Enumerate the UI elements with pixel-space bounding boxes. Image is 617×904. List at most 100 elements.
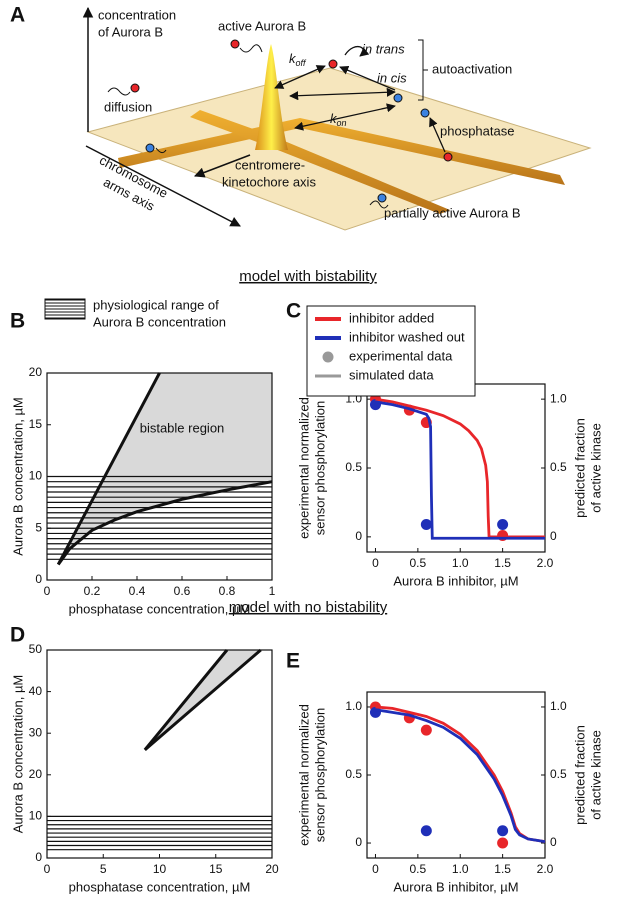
x-tick-label: 5 — [100, 862, 107, 876]
y-tick-label: 50 — [29, 642, 43, 656]
dot — [443, 152, 453, 162]
y-tick-label: 20 — [29, 365, 43, 379]
arrow — [339, 65, 396, 91]
section-heading: model with bistability — [239, 268, 377, 285]
y-axis-label: sensor phosphorylation — [312, 708, 327, 842]
y-tick-label: 15 — [29, 417, 43, 431]
y-tick-label: 20 — [29, 767, 43, 781]
y-axis-label: experimental normalized — [296, 397, 311, 539]
bracket — [418, 39, 428, 101]
y2-tick-label: 0.5 — [550, 460, 567, 474]
legend-text: Aurora B concentration — [93, 314, 226, 329]
data-point — [497, 518, 509, 530]
y-tick-label: 5 — [35, 520, 42, 534]
series-line — [375, 705, 546, 844]
dot — [328, 59, 338, 69]
y-tick-label: 0 — [35, 850, 42, 864]
arrow — [289, 87, 396, 101]
x-tick-label: 2.0 — [537, 862, 554, 876]
axis-arrow — [194, 154, 251, 178]
dot — [130, 83, 140, 93]
panel-label: E — [286, 650, 300, 673]
axis-label: kinetochore axis — [222, 174, 316, 189]
dot — [420, 108, 430, 118]
x-tick-label: 1 — [269, 584, 276, 598]
y-tick-label: 40 — [29, 684, 43, 698]
annotation: phosphatase — [440, 123, 514, 138]
panel-label: A — [10, 4, 25, 27]
y-tick-label: 1.0 — [345, 699, 362, 713]
x-tick-label: 0.8 — [219, 584, 236, 598]
x-tick-label: 0.4 — [129, 584, 146, 598]
data-point — [420, 724, 432, 736]
x-axis-label: Aurora B inhibitor, µM — [393, 573, 518, 588]
region-fill — [58, 373, 272, 565]
series-line — [375, 400, 545, 540]
ridge — [118, 118, 565, 185]
axis-label: centromere- — [235, 157, 305, 172]
legend-swatch — [322, 351, 334, 363]
boundary-curve — [56, 372, 161, 566]
series-line — [375, 708, 546, 844]
x-tick-label: 0 — [44, 584, 51, 598]
ridge — [190, 110, 450, 214]
y-tick-label: 10 — [29, 469, 43, 483]
legend-text: inhibitor washed out — [349, 329, 465, 344]
arrow — [294, 103, 396, 131]
wiggle — [107, 87, 131, 96]
y-tick-label: 0.5 — [345, 460, 362, 474]
data-point — [420, 518, 432, 530]
rate-label: koff — [289, 51, 307, 68]
y2-tick-label: 1.0 — [550, 699, 567, 713]
legend-text: experimental data — [349, 348, 453, 363]
rate-subscript: off — [296, 58, 308, 68]
data-point — [497, 825, 509, 837]
x-axis-label: phosphatase concentration, µM — [69, 879, 251, 894]
dot — [393, 93, 403, 103]
panel-a: A concentration of Aurora B active Auror… — [10, 4, 592, 231]
x-tick-label: 1.5 — [494, 862, 511, 876]
x-tick-label: 1.0 — [452, 862, 469, 876]
y2-axis-label: of active kinase — [588, 423, 603, 513]
y-tick-label: 0 — [355, 529, 362, 543]
dot — [145, 143, 155, 153]
x-tick-label: 0.5 — [410, 556, 427, 570]
x-tick-label: 0.5 — [410, 862, 427, 876]
y2-axis-label: predicted fraction — [572, 725, 587, 825]
x-tick-label: 0 — [44, 862, 51, 876]
legend-text: physiological range of — [93, 297, 219, 312]
annotation: active Aurora B — [218, 18, 306, 33]
y-axis-label: Aurora B concentration, µM — [10, 397, 25, 556]
panel-label: D — [10, 624, 25, 647]
dot — [377, 193, 387, 203]
x-tick-label: 1.5 — [494, 556, 511, 570]
rate-symbol: k — [289, 51, 297, 66]
rate-symbol: k — [330, 111, 338, 126]
y2-tick-label: 1.0 — [550, 391, 567, 405]
arrow — [429, 117, 446, 153]
x-tick-label: 15 — [209, 862, 223, 876]
x-tick-label: 0 — [372, 862, 379, 876]
plot-frame — [46, 649, 273, 859]
x-axis-label: phosphatase concentration, µM — [69, 601, 251, 616]
plane — [86, 67, 592, 231]
arrow — [344, 45, 370, 57]
y-tick-label: 10 — [29, 809, 43, 823]
boundary-curve — [143, 649, 229, 751]
wiggle — [155, 147, 167, 154]
axis-label: concentration — [98, 7, 176, 22]
peak — [255, 44, 288, 150]
y-axis-label: Aurora B concentration, µM — [10, 675, 25, 834]
annotation: diffusion — [104, 99, 152, 114]
x-tick-label: 10 — [153, 862, 167, 876]
section-heading: model with no bistability — [229, 599, 388, 616]
boundary-curve — [57, 480, 273, 566]
data-point — [420, 825, 432, 837]
annotation: autoactivation — [432, 61, 512, 76]
rate-label: kon — [330, 111, 347, 128]
legend-box — [44, 298, 86, 320]
y-tick-label: 0 — [35, 572, 42, 586]
wiggle — [369, 200, 389, 209]
plot-frame — [366, 383, 546, 553]
